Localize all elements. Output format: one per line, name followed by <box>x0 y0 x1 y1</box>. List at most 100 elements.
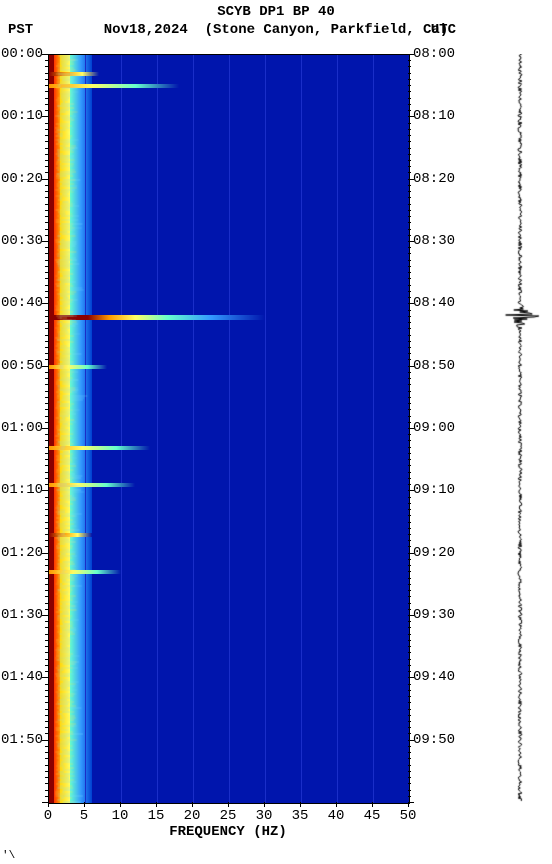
y-label-utc: 09:00 <box>413 420 455 436</box>
y-tick <box>45 752 48 753</box>
y-tick <box>45 733 48 734</box>
x-label: 45 <box>364 808 381 824</box>
y-tick <box>45 266 48 267</box>
y-tick <box>408 721 411 722</box>
y-label-pst: 01:00 <box>1 420 43 436</box>
y-tick <box>408 478 411 479</box>
x-tick <box>84 802 85 807</box>
y-tick <box>45 154 48 155</box>
seismogram-panel <box>500 54 540 802</box>
y-tick <box>45 690 48 691</box>
y-label-pst: 00:30 <box>1 233 43 249</box>
y-tick <box>45 646 48 647</box>
y-tick <box>45 73 48 74</box>
y-tick <box>45 98 48 99</box>
y-tick <box>45 278 48 279</box>
y-tick <box>45 478 48 479</box>
y-tick <box>408 328 411 329</box>
y-tick <box>45 185 48 186</box>
y-tick <box>45 758 48 759</box>
y-tick <box>45 204 48 205</box>
y-tick <box>408 646 411 647</box>
y-tick <box>45 465 48 466</box>
y-tick <box>408 141 411 142</box>
y-tick <box>45 578 48 579</box>
y-tick <box>45 216 48 217</box>
y-tick <box>408 310 411 311</box>
y-tick <box>45 85 48 86</box>
x-label: 30 <box>256 808 273 824</box>
y-tick <box>45 416 48 417</box>
y-tick <box>408 353 411 354</box>
y-tick <box>408 216 411 217</box>
y-tick <box>408 565 411 566</box>
y-tick <box>45 403 48 404</box>
y-tick <box>45 235 48 236</box>
y-tick <box>45 515 48 516</box>
y-tick <box>45 546 48 547</box>
y-tick <box>45 571 48 572</box>
y-tick <box>45 715 48 716</box>
y-tick <box>408 98 411 99</box>
y-tick <box>45 422 48 423</box>
y-tick <box>45 66 48 67</box>
y-tick <box>45 60 48 61</box>
y-tick <box>408 603 411 604</box>
y-tick <box>408 160 411 161</box>
right-timezone: UTC <box>431 22 456 38</box>
y-tick <box>45 765 48 766</box>
y-label-utc: 09:30 <box>413 607 455 623</box>
y-tick <box>408 110 411 111</box>
y-tick <box>45 316 48 317</box>
y-tick <box>408 690 411 691</box>
y-label-pst: 01:10 <box>1 482 43 498</box>
x-label: 25 <box>220 808 237 824</box>
x-label: 35 <box>292 808 309 824</box>
y-tick <box>45 453 48 454</box>
y-tick <box>45 721 48 722</box>
y-tick <box>408 465 411 466</box>
spectrogram-plot <box>48 54 410 804</box>
x-tick <box>264 802 265 807</box>
x-tick <box>228 802 229 807</box>
x-tick <box>48 802 49 807</box>
y-tick <box>408 148 411 149</box>
y-tick <box>45 447 48 448</box>
y-tick <box>408 528 411 529</box>
x-tick <box>156 802 157 807</box>
y-tick <box>45 540 48 541</box>
y-tick <box>45 484 48 485</box>
y-tick <box>408 659 411 660</box>
y-tick <box>408 459 411 460</box>
y-tick <box>408 702 411 703</box>
y-tick <box>408 440 411 441</box>
y-tick <box>45 310 48 311</box>
y-tick <box>408 733 411 734</box>
y-label-utc: 09:20 <box>413 545 455 561</box>
y-tick <box>408 291 411 292</box>
y-tick <box>45 397 48 398</box>
y-tick <box>408 434 411 435</box>
y-tick <box>45 671 48 672</box>
y-tick <box>408 278 411 279</box>
y-tick <box>45 634 48 635</box>
y-tick <box>408 783 411 784</box>
y-tick <box>408 652 411 653</box>
y-tick <box>408 104 411 105</box>
y-tick <box>408 322 411 323</box>
y-tick <box>45 91 48 92</box>
y-tick <box>408 777 411 778</box>
y-tick <box>408 790 411 791</box>
y-tick <box>408 746 411 747</box>
y-tick <box>408 285 411 286</box>
y-tick <box>45 260 48 261</box>
y-tick <box>45 166 48 167</box>
y-label-utc: 08:50 <box>413 358 455 374</box>
y-tick <box>45 559 48 560</box>
y-tick <box>45 659 48 660</box>
y-tick <box>408 540 411 541</box>
y-tick <box>408 191 411 192</box>
y-tick <box>45 796 48 797</box>
y-tick <box>45 104 48 105</box>
y-label-pst: 01:30 <box>1 607 43 623</box>
